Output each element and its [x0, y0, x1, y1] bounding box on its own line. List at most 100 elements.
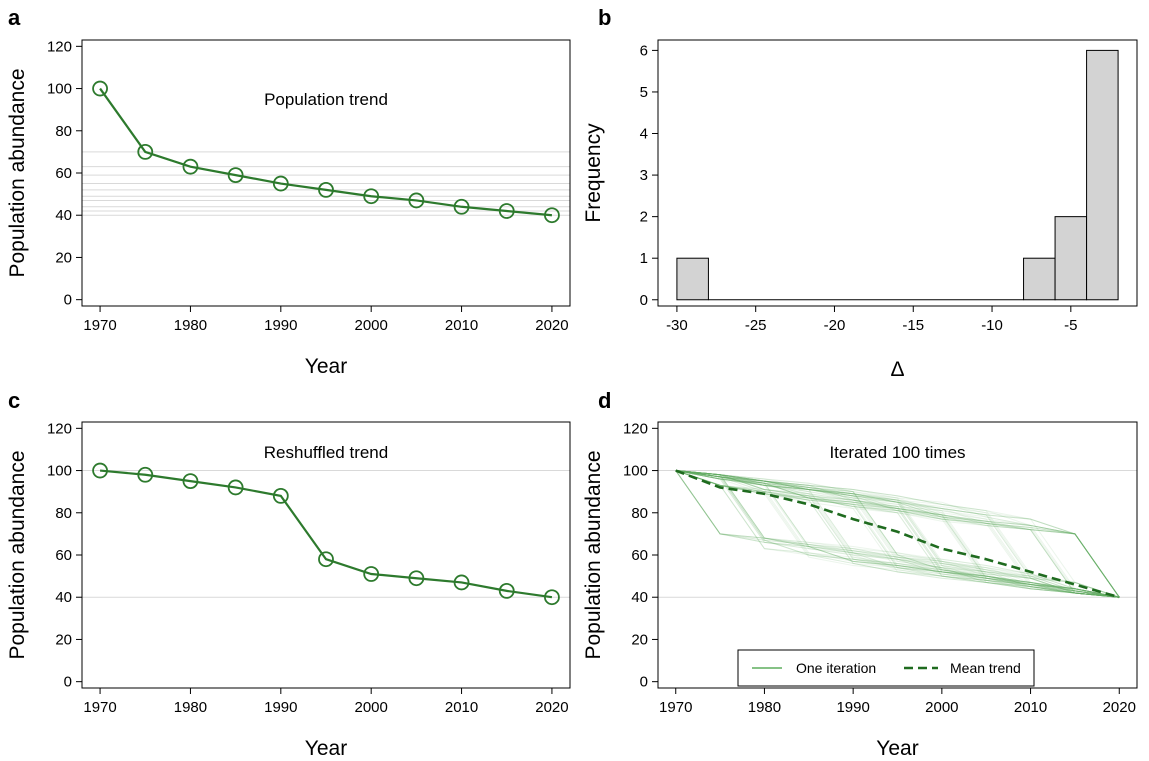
plot-frame — [81, 39, 571, 307]
iteration-line — [675, 470, 1120, 598]
data-point — [137, 143, 154, 160]
iteration-line — [675, 470, 1120, 598]
iteration-line — [675, 470, 1120, 598]
data-point — [92, 462, 108, 479]
y-tick-label: 40 — [55, 589, 72, 606]
x-tick-label: 1990 — [264, 699, 297, 716]
iteration-line — [675, 470, 1120, 598]
x-tick-label: 1980 — [174, 317, 207, 334]
data-point — [498, 203, 515, 219]
y-axis-title: Frequency — [582, 123, 605, 223]
iteration-line — [675, 470, 1120, 598]
data-point — [363, 566, 380, 582]
iteration-line — [675, 470, 1120, 598]
iteration-line — [675, 470, 1120, 598]
iteration-line — [675, 470, 1120, 598]
y-tick-label: 0 — [64, 292, 72, 309]
iteration-line — [675, 470, 1120, 598]
y-tick-label: 120 — [47, 38, 72, 55]
iteration-line — [675, 470, 1120, 598]
iteration-line — [675, 470, 1120, 598]
y-tick-label: 100 — [47, 81, 72, 98]
data-point — [498, 582, 515, 599]
data-point — [453, 574, 470, 591]
x-tick-label: 1980 — [174, 699, 207, 716]
x-tick-label: -20 — [824, 317, 846, 334]
iteration-line — [675, 470, 1120, 598]
panel-letter: b — [598, 5, 611, 30]
x-axis-title: Year — [305, 737, 347, 760]
iteration-line — [675, 470, 1120, 598]
y-tick-label: 80 — [631, 505, 648, 522]
y-tick-label: 5 — [640, 84, 648, 101]
iteration-line — [675, 470, 1120, 598]
y-tick-label: 0 — [64, 674, 72, 691]
data-point — [272, 487, 289, 504]
data-point — [227, 167, 244, 184]
iteration-line — [675, 470, 1120, 598]
x-tick-label: 2010 — [1014, 699, 1047, 716]
histogram-bar — [1054, 216, 1088, 301]
panel-d: d One iteration Mean trend 1970 1980 1990 2000… — [582, 388, 1138, 760]
data-point — [137, 466, 154, 483]
data-point — [182, 158, 199, 175]
iteration-line — [675, 470, 1120, 598]
iteration-line — [675, 470, 1120, 598]
iteration-line — [675, 470, 1120, 598]
iteration-line — [675, 470, 1120, 598]
y-tick-label: 60 — [631, 547, 648, 564]
panel-c: c 1970 1980 1990 2000 2010 2020 0 20 40 60 80 100 120… — [6, 388, 571, 760]
y-tick-label: 20 — [55, 249, 72, 266]
iteration-line — [675, 470, 1120, 598]
iteration-line — [675, 470, 1120, 598]
x-tick-label: 1970 — [83, 699, 116, 716]
x-axis-title: Year — [305, 355, 347, 378]
iteration-line — [675, 470, 1120, 598]
iteration-line — [675, 470, 1120, 598]
legend-mean-label: Mean trend — [950, 660, 1021, 676]
y-tick-label: 60 — [55, 165, 72, 182]
data-point — [227, 479, 244, 496]
histogram-bar — [676, 257, 709, 301]
iteration-line — [675, 470, 1120, 598]
iteration-line — [675, 470, 1120, 598]
iteration-line — [675, 470, 1120, 598]
x-tick-label: 2000 — [354, 699, 387, 716]
plot-title: Iterated 100 times — [829, 443, 965, 462]
data-point — [182, 473, 199, 490]
iteration-line — [675, 470, 1120, 598]
iteration-line — [675, 470, 1120, 598]
iteration-line — [675, 470, 1120, 598]
y-tick-label: 100 — [623, 463, 648, 480]
x-tick-label: 2000 — [925, 699, 958, 716]
plot-frame — [657, 39, 1138, 307]
y-tick-label: 120 — [623, 420, 648, 437]
y-tick-label: 20 — [55, 631, 72, 648]
iteration-line — [675, 470, 1120, 598]
y-tick-label: 20 — [631, 631, 648, 648]
y-tick-label: 4 — [640, 126, 648, 143]
legend-box — [737, 649, 1035, 687]
plot-title: Reshuffled trend — [264, 443, 388, 462]
y-tick-label: 0 — [640, 292, 648, 309]
x-axis-title: Year — [876, 737, 918, 760]
iteration-line — [675, 470, 1120, 598]
iteration-line — [675, 470, 1120, 598]
y-tick-label: 60 — [55, 547, 72, 564]
y-tick-label: 6 — [640, 42, 648, 59]
data-point — [318, 551, 334, 568]
iteration-line — [675, 470, 1120, 598]
iteration-line — [675, 470, 1120, 598]
data-point — [363, 188, 380, 205]
y-axis-title: Population abundance — [582, 450, 605, 659]
panel-b: b -30 -25 -20 -15 -10 -5 0 1 2 3 4 5 6 Δ Frequency — [582, 5, 1138, 381]
x-tick-label: 2010 — [445, 317, 478, 334]
y-axis-title: Population abundance — [6, 450, 29, 659]
iteration-line — [675, 470, 1120, 598]
iteration-line — [675, 470, 1120, 598]
x-axis-title: Δ — [890, 358, 904, 381]
y-tick-label: 3 — [640, 167, 648, 184]
x-tick-label: 2020 — [535, 699, 568, 716]
iteration-line — [675, 470, 1120, 598]
iteration-line — [675, 470, 1120, 598]
